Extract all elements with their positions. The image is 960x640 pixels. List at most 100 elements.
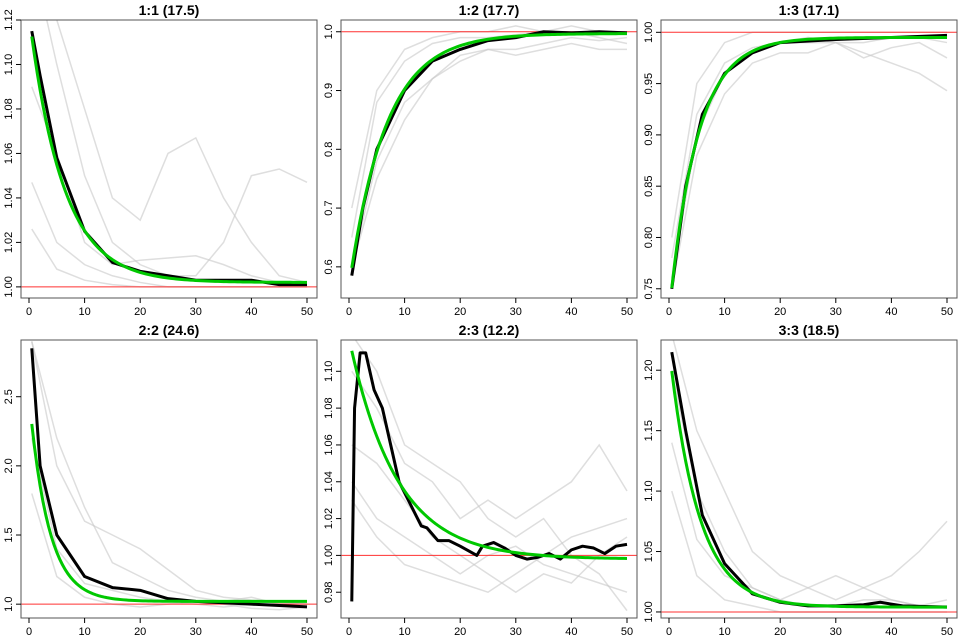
fit-line [350, 350, 628, 560]
y-tick-label: 0.90 [643, 124, 655, 145]
panel-title: 3:3 (18.5) [779, 322, 840, 338]
panel-title: 1:1 (17.5) [139, 2, 200, 18]
mean-line [350, 30, 628, 276]
sample-line [671, 41, 948, 279]
sample-line [351, 370, 628, 520]
x-tick-label: 20 [774, 306, 786, 318]
y-tick-label: 1.10 [643, 480, 655, 501]
y-tick-label: 0.9 [323, 83, 335, 98]
x-tick-label: 30 [830, 306, 842, 318]
plot-frame [660, 339, 958, 619]
x-tick-label: 0 [666, 626, 672, 638]
y-tick-label: 1.02 [323, 508, 335, 529]
x-tick-label: 50 [621, 306, 633, 318]
x-tick-label: 40 [565, 626, 577, 638]
y-tick-label: 1.15 [643, 420, 655, 441]
x-tick-label: 0 [666, 306, 672, 318]
plot-area [341, 340, 637, 612]
x-tick-label: 30 [190, 626, 202, 638]
y-tick-label: 1.0 [3, 597, 15, 612]
sample-line [354, 340, 628, 612]
panel-1-2: 1:2 (17.7) 0 10 20 30 40 50 0.6 0.7 0.8 0.9 1.0 [323, 2, 638, 318]
x-tick-label: 0 [346, 306, 352, 318]
panel-title: 1:2 (17.7) [459, 2, 520, 18]
x-tick-label: 20 [134, 306, 146, 318]
plot-frame [20, 339, 318, 619]
y-tick-label: 2.5 [3, 389, 15, 404]
x-tick-label: 40 [245, 626, 257, 638]
x-tick-label: 40 [885, 306, 897, 318]
x-tick-label: 40 [885, 626, 897, 638]
x-tick-label: 10 [78, 306, 90, 318]
mean-line [670, 33, 948, 289]
x-tick-label: 50 [301, 626, 313, 638]
y-tick-label: 1.5 [3, 527, 15, 542]
plot-frame [20, 19, 318, 299]
fit-line [30, 36, 308, 284]
y-tick-label: 1.10 [3, 54, 15, 75]
x-tick-label: 10 [398, 626, 410, 638]
sample-line [351, 481, 628, 593]
y-tick-label: 0.75 [643, 278, 655, 299]
y-tick-label: 0.95 [643, 73, 655, 94]
fit-line [350, 32, 628, 269]
sample-line [31, 341, 308, 605]
plot-area [21, 20, 317, 288]
x-tick-label: 10 [78, 626, 90, 638]
x-tick-label: 30 [510, 306, 522, 318]
y-tick-label: 0.6 [323, 259, 335, 274]
sample-line [46, 20, 308, 277]
x-tick-label: 0 [26, 306, 32, 318]
mean-line [30, 348, 308, 609]
sample-line [671, 36, 948, 259]
y-tick-label: 1.00 [643, 601, 655, 622]
panel-1-1: 1:1 (17.5) 0 10 20 30 40 50 1.00 1.02 1.04 1.06 1.0… [3, 2, 318, 318]
x-tick-label: 50 [301, 306, 313, 318]
x-tick-label: 40 [245, 306, 257, 318]
panel-1-3: 1:3 (17.1) 0 10 20 30 40 50 0.75 0.80 0.85 0.90 0.9… [643, 2, 958, 318]
y-tick-label: 0.98 [323, 582, 335, 603]
y-tick-label: 0.85 [643, 175, 655, 196]
panel-2-3: 2:3 (12.2) 0 10 20 30 40 50 0.98 1.00 1.02 1.04 1.0… [323, 322, 638, 638]
y-tick-label: 1.02 [3, 232, 15, 253]
y-tick-label: 0.8 [323, 142, 335, 157]
mean-line [670, 351, 948, 609]
fit-line [670, 370, 948, 609]
plot-frame [340, 339, 638, 619]
sample-line [31, 341, 307, 605]
panel-title: 2:3 (12.2) [459, 322, 520, 338]
sample-line [671, 370, 947, 607]
x-tick-label: 30 [830, 626, 842, 638]
y-tick-label: 1.00 [3, 276, 15, 297]
x-tick-label: 50 [621, 626, 633, 638]
sample-line [31, 493, 308, 611]
plot-area [661, 340, 957, 613]
y-tick-label: 1.0 [323, 24, 335, 39]
plot-area [341, 25, 637, 276]
x-tick-label: 30 [190, 306, 202, 318]
x-tick-label: 20 [134, 626, 146, 638]
y-tick-label: 2.0 [3, 458, 15, 473]
y-tick-label: 1.04 [323, 471, 335, 492]
x-tick-label: 30 [510, 626, 522, 638]
x-tick-label: 0 [26, 626, 32, 638]
y-tick-label: 0.80 [643, 227, 655, 248]
plot-frame [660, 19, 958, 299]
fit-line [30, 423, 307, 603]
x-tick-label: 50 [941, 626, 953, 638]
mean-line [30, 30, 307, 287]
sample-line [671, 41, 948, 289]
x-tick-label: 0 [346, 626, 352, 638]
y-tick-label: 1.00 [323, 545, 335, 566]
panel-title: 2:2 (24.6) [139, 322, 200, 338]
x-tick-label: 40 [565, 306, 577, 318]
sample-line [55, 20, 308, 284]
y-tick-label: 1.12 [3, 9, 15, 30]
y-tick-label: 0.7 [323, 200, 335, 215]
plot-area [21, 341, 317, 611]
x-tick-label: 50 [941, 306, 953, 318]
x-tick-label: 20 [454, 626, 466, 638]
plot-frame [340, 19, 638, 299]
plot-area [661, 31, 957, 289]
